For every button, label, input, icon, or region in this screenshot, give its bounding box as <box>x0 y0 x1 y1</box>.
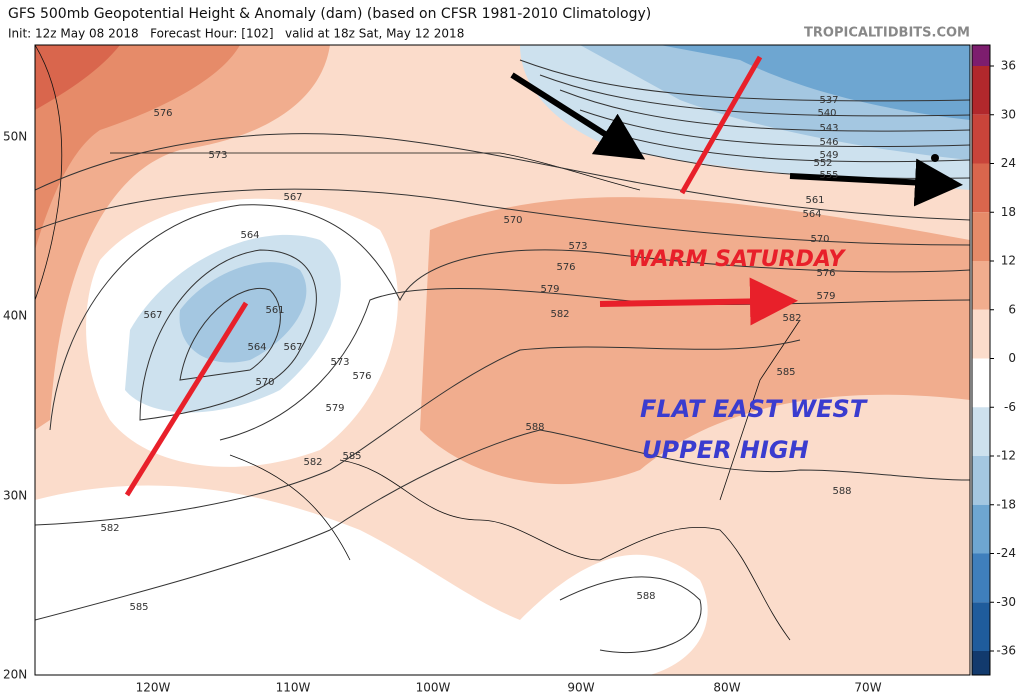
contour-label: 564 <box>802 209 821 220</box>
contour-label: 561 <box>265 305 284 316</box>
colorbar-segment <box>972 309 990 359</box>
contour-label: 582 <box>550 309 569 320</box>
arrows <box>124 55 963 497</box>
lon-label: 100W <box>416 681 451 695</box>
colorbar-segment <box>972 456 990 505</box>
title: GFS 500mb Geopotential Height & Anomaly … <box>8 6 651 22</box>
lon-label: 110W <box>276 681 311 695</box>
colorbar-segment <box>972 504 990 554</box>
colorbar-frame <box>971 44 991 676</box>
contour-label: 564 <box>247 342 266 353</box>
map <box>35 45 970 675</box>
contour-label: 540 <box>817 108 836 119</box>
contour-label: 579 <box>816 291 835 302</box>
lat-label: 40N <box>3 309 27 323</box>
contour-label: 561 <box>805 195 824 206</box>
contour-label: 585 <box>342 451 361 462</box>
contour-label: 582 <box>782 313 801 324</box>
colorbar-label: 18 <box>1001 205 1016 219</box>
colorbar-segment <box>972 212 990 261</box>
contour-label: 543 <box>819 123 838 134</box>
lon-label: 90W <box>567 681 594 695</box>
colorbar-label: -30 <box>996 595 1016 609</box>
contour-label: 582 <box>100 523 119 534</box>
colorbar-segment <box>972 407 990 456</box>
contour-label: 573 <box>330 357 349 368</box>
colorbar-segment <box>972 651 990 675</box>
contour-label: 546 <box>819 137 838 148</box>
contour-label: 585 <box>129 602 148 613</box>
colorbar-label: 12 <box>1001 254 1016 268</box>
contour-label: 555 <box>819 170 838 181</box>
lat-label: 50N <box>3 130 27 144</box>
colorbar-segment <box>972 261 990 310</box>
lon-label: 80W <box>713 681 740 695</box>
lon-label: 70W <box>854 681 881 695</box>
colorbar-segment <box>972 163 990 213</box>
annotation: FLAT EAST WEST <box>640 395 868 423</box>
lat-label: 20N <box>3 668 27 682</box>
contour-label: 567 <box>283 192 302 203</box>
contour-label: 576 <box>352 371 371 382</box>
colorbar-label: 36 <box>1001 59 1016 73</box>
colorbar-label: 24 <box>1001 156 1016 170</box>
contour-label: 576 <box>816 268 835 279</box>
contour-label: 552 <box>813 158 832 169</box>
colorbar-segment <box>972 358 990 408</box>
contour-label: 585 <box>776 367 795 378</box>
lat-label: 30N <box>3 489 27 503</box>
contour-label: 567 <box>283 342 302 353</box>
colorbar-label: -6 <box>1004 400 1016 414</box>
contour-label: 570 <box>503 215 522 226</box>
contour-label: 576 <box>153 108 172 119</box>
subtitle: Init: 12z May 08 2018 Forecast Hour: [10… <box>8 27 464 41</box>
lon-label: 120W <box>136 681 171 695</box>
contour-label: 573 <box>208 150 227 161</box>
contour-label: 582 <box>303 457 322 468</box>
colorbar-segment <box>972 553 990 603</box>
colorbar-segment <box>972 45 990 66</box>
contour-label: 579 <box>540 284 559 295</box>
annotation: UPPER HIGH <box>642 436 809 464</box>
colorbar-label: 30 <box>1001 107 1016 121</box>
colorbar-segment <box>972 114 990 164</box>
colorbar-segment <box>972 602 990 651</box>
colorbar-label: 6 <box>1008 302 1016 316</box>
contour-label: 570 <box>810 234 829 245</box>
colorbar-label: 0 <box>1008 351 1016 365</box>
colorbar-segment <box>972 66 990 115</box>
colorbar-label: -18 <box>996 497 1016 511</box>
contour-label: 567 <box>143 310 162 321</box>
contour-label: 537 <box>819 95 838 106</box>
annotation: WARM SATURDAY <box>628 247 846 272</box>
colorbar-label: -36 <box>996 644 1016 658</box>
contour-label: 573 <box>568 241 587 252</box>
contour-label: 576 <box>556 262 575 273</box>
contour-label: 588 <box>832 486 851 497</box>
contour-label: 588 <box>525 422 544 433</box>
contour-label: 564 <box>240 230 259 241</box>
source: TROPICALTIDBITS.COM <box>804 26 970 41</box>
colorbar-label: -12 <box>996 449 1016 463</box>
colorbar-label: -24 <box>996 546 1016 560</box>
contour-label: 549 <box>819 150 838 161</box>
contour-label: 570 <box>255 377 274 388</box>
contour-label: 588 <box>636 591 655 602</box>
contour-label: 579 <box>325 403 344 414</box>
map-frame <box>34 44 971 676</box>
